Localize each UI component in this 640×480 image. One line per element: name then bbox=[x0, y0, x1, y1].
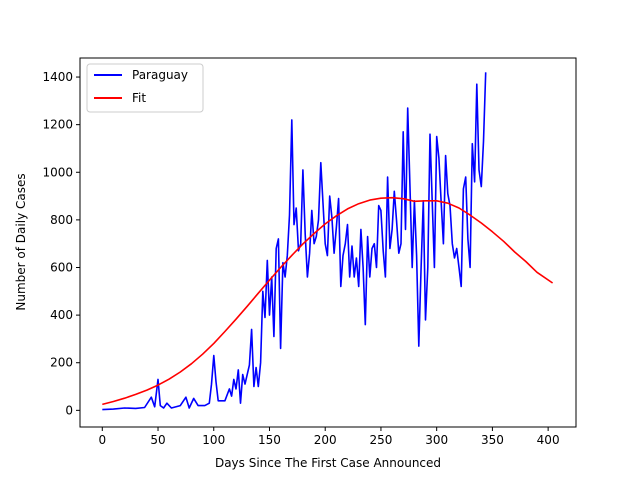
y-tick-label: 600 bbox=[50, 260, 73, 274]
x-tick-label: 200 bbox=[314, 433, 337, 447]
y-axis-label: Number of Daily Cases bbox=[14, 173, 28, 310]
y-tick-label: 400 bbox=[50, 308, 73, 322]
x-tick-label: 150 bbox=[258, 433, 281, 447]
axes-frame bbox=[79, 57, 577, 428]
y-tick-label: 1200 bbox=[42, 118, 73, 132]
y-tick-label: 800 bbox=[50, 213, 73, 227]
x-tick-label: 300 bbox=[425, 433, 448, 447]
series-line-fit bbox=[102, 196, 554, 406]
x-tick-label: 50 bbox=[150, 433, 165, 447]
x-tick-label: 100 bbox=[202, 433, 225, 447]
plot-area bbox=[102, 72, 554, 411]
x-tick-label: 350 bbox=[481, 433, 504, 447]
legend-label-fit: Fit bbox=[132, 91, 146, 105]
y-tick-label: 1000 bbox=[42, 165, 73, 179]
legend: Paraguay Fit bbox=[86, 63, 204, 113]
legend-label-paraguay: Paraguay bbox=[132, 68, 188, 82]
x-tick-label: 0 bbox=[98, 433, 106, 447]
y-tick-label: 1400 bbox=[42, 70, 73, 84]
y-axis-ticks: 0 200 400 600 800 1000 1200 1400 bbox=[42, 70, 80, 417]
x-axis-label: Days Since The First Case Announced bbox=[215, 456, 441, 470]
x-tick-label: 400 bbox=[537, 433, 560, 447]
series-line-paraguay bbox=[102, 72, 487, 411]
x-tick-label: 250 bbox=[369, 433, 392, 447]
y-tick-label: 0 bbox=[65, 403, 73, 417]
x-axis-ticks: 0 50 100 150 200 250 300 350 400 bbox=[98, 427, 560, 447]
y-tick-label: 200 bbox=[50, 356, 73, 370]
